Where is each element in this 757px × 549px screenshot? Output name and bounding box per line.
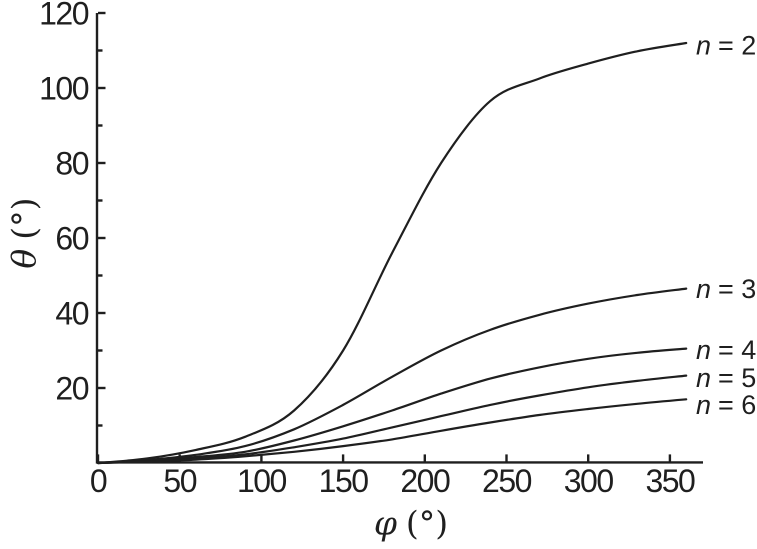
curve-n-3 <box>96 287 688 465</box>
curve-label-value: = 5 <box>718 363 756 393</box>
x-tick-label: 200 <box>400 463 450 499</box>
y-tick-label: 100 <box>39 71 89 107</box>
x-tick-label: 50 <box>163 463 196 499</box>
y-tick-label: 80 <box>55 146 88 182</box>
x-tick-label: 100 <box>237 463 287 499</box>
x-tick-label: 150 <box>319 463 369 499</box>
phi-symbol: φ <box>373 503 397 543</box>
curve-label-n-3: n = 3 <box>696 274 756 304</box>
curve-label-variable: n <box>696 335 711 365</box>
curve-n-4 <box>96 347 688 465</box>
x-axis-title: φ (°) <box>374 507 448 540</box>
x-tick-label: 0 <box>90 463 107 499</box>
y-tick-label: 40 <box>55 296 88 332</box>
curve-label-n-6: n = 6 <box>696 390 756 420</box>
curve-label-n-4: n = 4 <box>696 335 756 365</box>
x-tick-label: 300 <box>564 463 614 499</box>
curve-label-variable: n <box>696 363 711 393</box>
curve-label-variable: n <box>696 31 711 61</box>
curve-n-2 <box>96 41 688 465</box>
curve-label-n-2: n = 2 <box>696 31 756 61</box>
y-axis-unit: (°) <box>4 197 44 240</box>
curve-label-value: = 4 <box>718 335 756 365</box>
curve-label-n-5: n = 5 <box>696 363 756 393</box>
curve-label-value: = 2 <box>718 31 756 61</box>
y-tick-label: 60 <box>55 221 88 257</box>
curve-label-value: = 3 <box>718 274 756 304</box>
curve-label-variable: n <box>696 390 711 420</box>
theta-symbol: θ <box>4 248 44 269</box>
y-tick-label: 120 <box>39 0 89 32</box>
x-axis-unit: (°) <box>405 503 449 543</box>
curve-label-variable: n <box>696 274 711 304</box>
axes-spine <box>95 13 703 464</box>
y-tick-label: 20 <box>55 371 88 407</box>
x-tick-label: 250 <box>482 463 532 499</box>
x-tick-label: 350 <box>645 463 695 499</box>
curve-n-6 <box>96 398 688 465</box>
curve-label-value: = 6 <box>718 390 756 420</box>
curve-n-5 <box>96 374 688 465</box>
y-axis-title: θ (°) <box>4 197 44 269</box>
